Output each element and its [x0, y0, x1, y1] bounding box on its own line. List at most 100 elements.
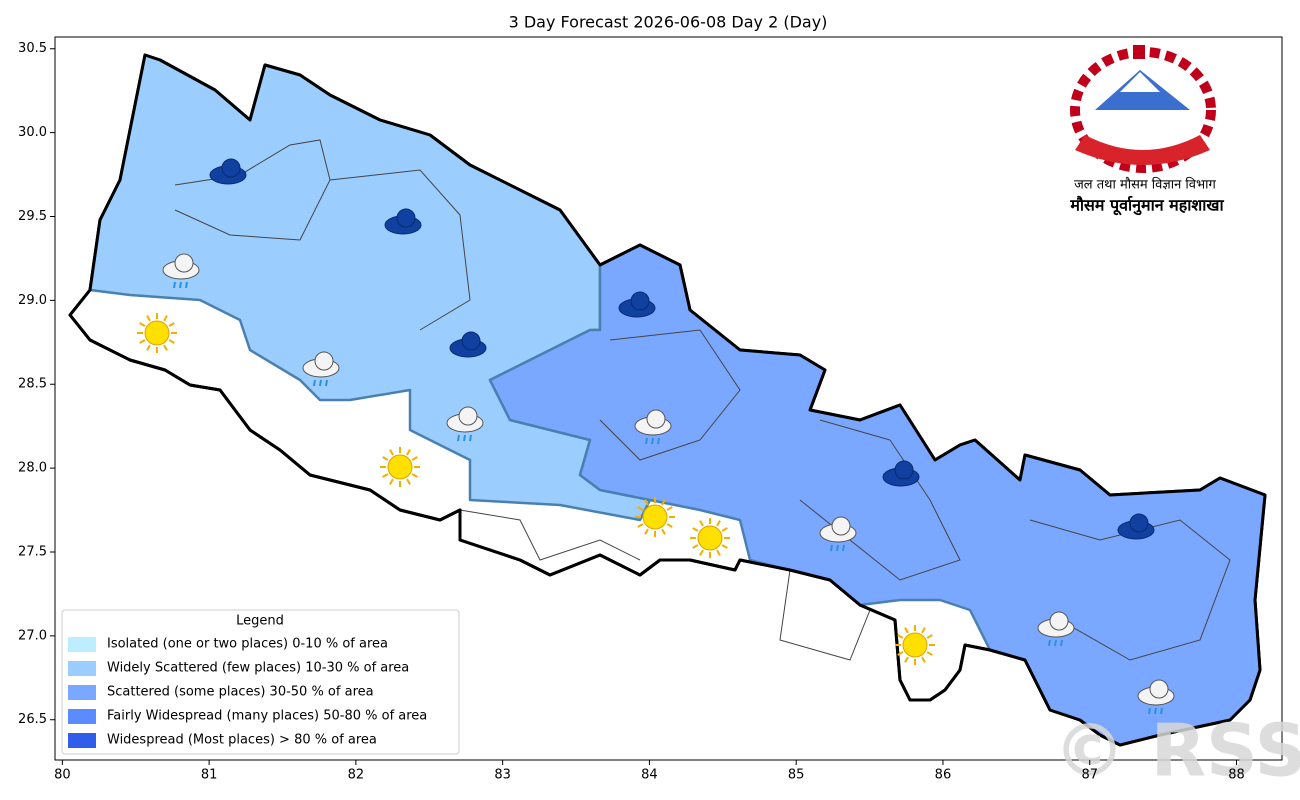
- legend-label: Isolated (one or two places) 0-10 % of a…: [107, 637, 388, 652]
- sun-ray: [406, 449, 411, 456]
- legend-title: Legend: [236, 614, 284, 629]
- y-tick-label: 27.5: [18, 544, 47, 559]
- department-name: जल तथा मौसम विज्ञान विभाग: [1074, 177, 1216, 193]
- sun-ray: [692, 527, 699, 532]
- y-tick-label: 30.5: [18, 41, 47, 56]
- rain-drop: [657, 437, 660, 445]
- sun-ray: [699, 549, 704, 556]
- emblem: [1070, 45, 1216, 173]
- x-tick-label: 82: [348, 768, 365, 783]
- sun-ray: [637, 506, 644, 511]
- sun-ray: [168, 322, 175, 327]
- sun-ray: [721, 527, 728, 532]
- x-tick-label: 83: [494, 768, 511, 783]
- division-name: मौसम पूर्वानुमान महाशाखा: [1069, 196, 1224, 216]
- rain-drop: [457, 434, 460, 442]
- rain-drop: [319, 379, 322, 387]
- sun-ray: [666, 523, 673, 528]
- sun-ray: [139, 322, 146, 327]
- sun-ray: [699, 520, 704, 527]
- legend-label: Fairly Widespread (many places) 50-80 % …: [107, 709, 427, 724]
- y-tick-label: 29.0: [18, 293, 47, 308]
- legend-swatch: [68, 661, 96, 676]
- cloud-icon: [1129, 513, 1149, 533]
- rain-drop: [842, 544, 845, 552]
- x-tick-label: 86: [935, 768, 952, 783]
- rain-drop: [645, 437, 648, 445]
- rain-drop: [313, 379, 316, 387]
- sun-ray: [382, 473, 389, 478]
- rain-drop: [1148, 707, 1151, 715]
- district-line: [779, 569, 871, 661]
- legend-label: Widely Scattered (few places) 10-30 % of…: [107, 661, 409, 676]
- sun-ray: [146, 315, 151, 322]
- cloud-icon: [646, 409, 666, 429]
- y-tick-label: 27.0: [18, 628, 47, 643]
- district-line: [1029, 519, 1231, 661]
- watermark: © RSS: [1054, 709, 1300, 793]
- sun-ray: [926, 651, 933, 656]
- sun-ray: [897, 651, 904, 656]
- sun-ray: [411, 473, 418, 478]
- rain-drop: [185, 281, 188, 289]
- cloud-icon: [1049, 611, 1069, 631]
- sun-ray: [921, 627, 926, 634]
- cloud-icon: [1149, 679, 1169, 699]
- legend-label: Widespread (Most places) > 80 % of area: [107, 733, 377, 748]
- x-tick-label: 84: [641, 768, 658, 783]
- x-tick-label: 80: [54, 768, 71, 783]
- sun-ray: [163, 344, 168, 351]
- rain-drop: [463, 434, 466, 442]
- y-tick-label: 28.5: [18, 377, 47, 392]
- y-tick-label: 26.5: [18, 712, 47, 727]
- y-tick-label: 28.0: [18, 461, 47, 476]
- sun-ray: [146, 344, 151, 351]
- sun-ray: [163, 315, 168, 322]
- sun-icon: [387, 454, 413, 480]
- sun-icon: [642, 504, 668, 530]
- cloud-icon: [396, 208, 416, 228]
- sun-ray: [692, 544, 699, 549]
- sun-ray: [406, 478, 411, 485]
- sun-icon: [902, 632, 928, 658]
- legend-label: Scattered (some places) 30-50 % of area: [107, 685, 374, 700]
- sun-ray: [921, 656, 926, 663]
- rain-drop: [173, 281, 176, 289]
- sun-ray: [389, 478, 394, 485]
- cloud-icon: [174, 253, 194, 273]
- x-tick-label: 88: [1228, 768, 1245, 783]
- cloud-icon: [894, 460, 914, 480]
- x-tick-label: 81: [201, 768, 218, 783]
- legend-swatch: [68, 733, 96, 748]
- sun-ray: [897, 634, 904, 639]
- cloud-icon: [461, 331, 481, 351]
- legend-swatch: [68, 637, 96, 652]
- x-tick-label: 87: [1081, 768, 1098, 783]
- sun-ray: [411, 456, 418, 461]
- district-line: [599, 329, 741, 461]
- rain-drop: [469, 434, 472, 442]
- sun-icon: [144, 320, 170, 346]
- legend: Legend Isolated (one or two places) 0-10…: [61, 609, 460, 755]
- sun-ray: [661, 528, 666, 535]
- weather-icons: [137, 158, 1175, 715]
- sun-ray: [644, 528, 649, 535]
- sun-ray: [382, 456, 389, 461]
- cloud-icon: [630, 291, 650, 311]
- district-line: [329, 169, 471, 331]
- cloud-icon: [458, 406, 478, 426]
- cloud-icon: [831, 516, 851, 536]
- legend-swatch: [68, 685, 96, 700]
- rain-drop: [179, 281, 182, 289]
- rain-drop: [325, 379, 328, 387]
- sun-ray: [716, 549, 721, 556]
- district-line: [459, 509, 641, 561]
- sun-ray: [926, 634, 933, 639]
- sun-ray: [721, 544, 728, 549]
- sun-ray: [661, 499, 666, 506]
- sun-ray: [904, 627, 909, 634]
- sun-ray: [666, 506, 673, 511]
- legend-swatch: [68, 709, 96, 724]
- rain-drop: [1048, 639, 1051, 647]
